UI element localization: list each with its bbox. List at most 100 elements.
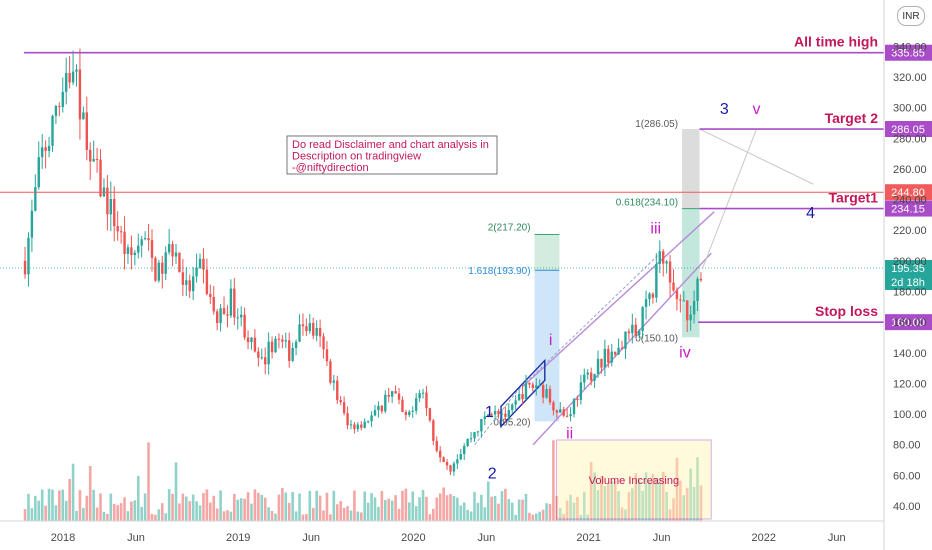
candle-body [54,106,58,116]
candle-body [627,331,631,334]
volume-bar [287,502,291,521]
volume-bar [476,502,480,521]
currency-badge[interactable]: INR [897,6,925,26]
horizontal-levels[interactable]: All time high 335.85 Target 2 286.05 244.80 T… [0,34,932,331]
volume-bar [150,513,154,521]
volume-bar [263,497,267,521]
candle-body [565,415,569,417]
volume-bar [696,457,699,521]
candle-body [521,393,524,400]
candle-body [267,341,270,365]
candle-body [133,252,137,256]
candle-body [672,282,675,291]
candle-body [665,261,668,264]
channel-upper-line [522,211,715,388]
candle-body [47,145,51,151]
candle-body [689,314,692,321]
candle-body [432,420,435,441]
volume-bar [229,511,233,521]
volume-bar [394,495,397,521]
volume-bar [480,494,483,521]
candle-body [449,465,452,472]
volume-bar [672,498,675,521]
candle-body [463,446,466,455]
candle-body [589,372,593,381]
volume-bar [44,505,47,521]
volume-bar [253,489,257,521]
y-tick-label: 340.00 [893,41,927,53]
wave-label: v [753,101,761,118]
candle-body [637,331,641,336]
candle-body [281,339,284,342]
candle-body [143,238,147,240]
volume-bar [644,472,648,521]
y-tick-label: 60.00 [893,470,921,482]
candle-body [250,337,253,343]
volume-bar [541,509,545,521]
candle-body [679,299,682,301]
volume-bar [366,502,370,521]
candle-body [548,388,552,403]
candle-body [123,231,126,254]
wave-label: iv [679,344,691,361]
candle-body [78,69,82,120]
price-badge [885,314,932,331]
candle-body [607,348,610,363]
candle-body [27,237,30,275]
volume-bar [167,489,171,521]
candle-body [154,257,157,281]
candle-body [126,247,130,254]
volume-bar [71,463,75,521]
volume-bar [209,502,212,521]
candle-body [274,338,277,353]
volume-bar [538,511,541,521]
volume-bar [126,511,130,521]
volume-bar [119,503,123,521]
volume-bar [603,486,607,521]
volume-bar [342,507,346,521]
volume-bar [250,503,253,521]
candle-body [89,149,92,162]
candle-body [188,280,191,292]
current-price-badge [885,259,932,290]
volume-bar [260,494,264,521]
candle-body [58,106,61,108]
volume-bar [589,462,593,521]
volume-bar [548,504,552,521]
candle-body [603,348,607,368]
volume-bar [291,491,294,521]
volume-bar [682,495,686,521]
volume-bar [390,500,394,521]
volume-bar [198,505,202,521]
volume-bar [507,499,511,521]
x-tick-label: Jun [127,532,145,544]
volume-bar [322,510,325,521]
candle-body [150,240,154,258]
fib-lower-label-0618: 0.618(234.10) [616,198,678,209]
candle-body [167,244,171,253]
candle-body [675,290,679,300]
y-tick-label: 300.00 [893,103,927,115]
volume-bar [418,497,421,521]
volume-bar [648,481,651,521]
volume-bar [233,493,236,521]
candle-body [476,431,480,433]
level-label: Target1 [828,190,878,206]
candle-body [164,252,167,274]
volume-bar [311,507,315,521]
volume-bar [689,468,692,521]
volume-bar [37,500,41,521]
y-tick-label: 140.00 [893,348,927,360]
candle-body [75,69,78,72]
candle-body [473,432,476,439]
candle-body [377,405,380,411]
volume-bar [346,506,349,521]
volume-bar [116,505,119,521]
volume-bar [456,497,459,521]
candle-body [209,294,212,297]
volume-bar [675,457,679,521]
candle-body [291,347,294,361]
candle-body [469,438,473,440]
